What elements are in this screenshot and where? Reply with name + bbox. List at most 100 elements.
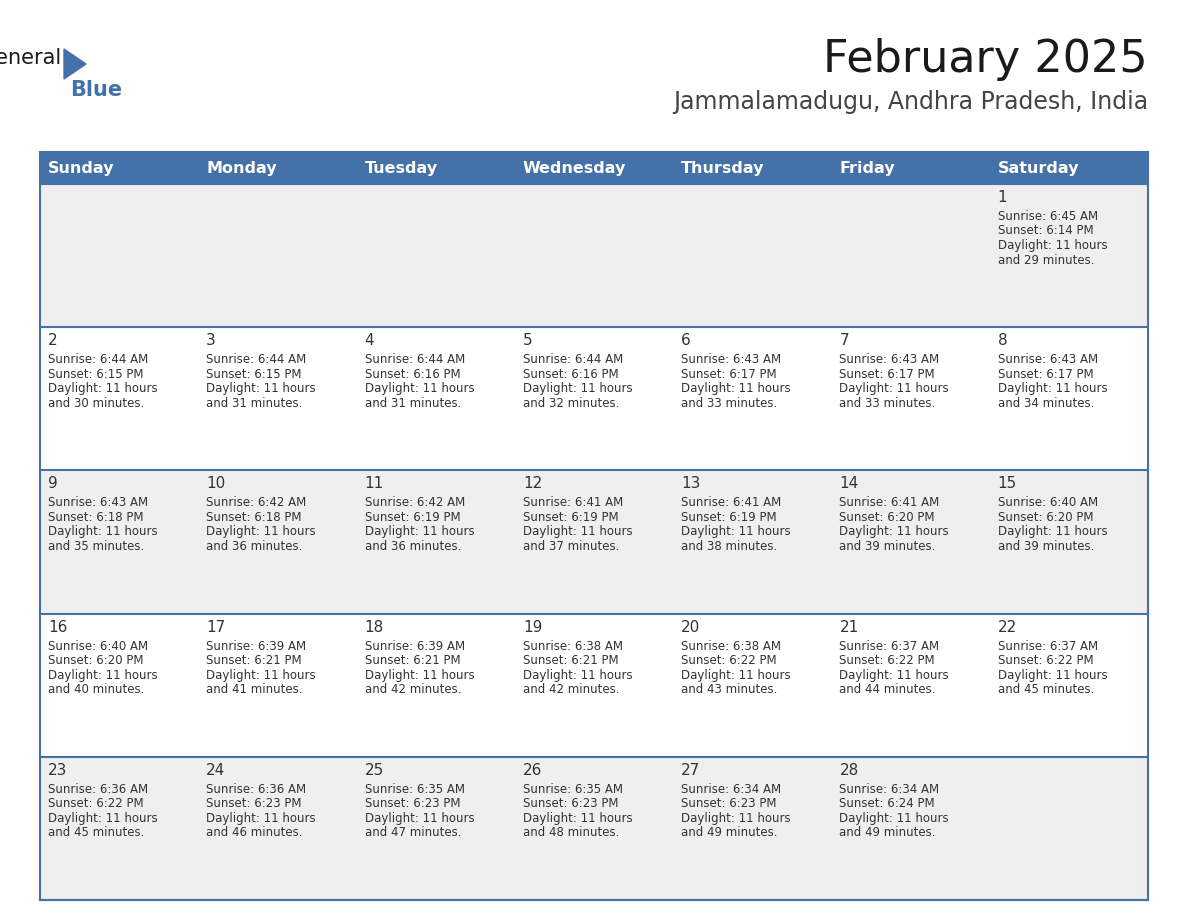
Bar bbox=[198, 152, 356, 184]
Bar bbox=[674, 613, 832, 756]
Bar bbox=[514, 756, 674, 900]
Text: Daylight: 11 hours: Daylight: 11 hours bbox=[681, 812, 791, 824]
Bar bbox=[40, 756, 198, 900]
Bar bbox=[198, 184, 356, 327]
Text: Sunset: 6:17 PM: Sunset: 6:17 PM bbox=[840, 368, 935, 381]
Text: Daylight: 11 hours: Daylight: 11 hours bbox=[840, 525, 949, 538]
Bar bbox=[674, 152, 832, 184]
Text: and 33 minutes.: and 33 minutes. bbox=[681, 397, 777, 409]
Text: Daylight: 11 hours: Daylight: 11 hours bbox=[840, 382, 949, 396]
Text: Daylight: 11 hours: Daylight: 11 hours bbox=[998, 668, 1107, 681]
Text: 26: 26 bbox=[523, 763, 542, 778]
Text: 8: 8 bbox=[998, 333, 1007, 348]
Text: Daylight: 11 hours: Daylight: 11 hours bbox=[998, 239, 1107, 252]
Bar bbox=[356, 184, 514, 327]
Text: Sunrise: 6:44 AM: Sunrise: 6:44 AM bbox=[207, 353, 307, 366]
Text: 25: 25 bbox=[365, 763, 384, 778]
Text: and 30 minutes.: and 30 minutes. bbox=[48, 397, 144, 409]
Text: Sunset: 6:16 PM: Sunset: 6:16 PM bbox=[523, 368, 619, 381]
Text: Sunset: 6:15 PM: Sunset: 6:15 PM bbox=[48, 368, 144, 381]
Bar bbox=[514, 184, 674, 327]
Text: 23: 23 bbox=[48, 763, 68, 778]
Text: Sunrise: 6:36 AM: Sunrise: 6:36 AM bbox=[207, 783, 307, 796]
Text: Jammalamadugu, Andhra Pradesh, India: Jammalamadugu, Andhra Pradesh, India bbox=[672, 90, 1148, 114]
Bar bbox=[832, 756, 990, 900]
Text: Sunset: 6:22 PM: Sunset: 6:22 PM bbox=[48, 798, 144, 811]
Text: Daylight: 11 hours: Daylight: 11 hours bbox=[365, 812, 474, 824]
Text: and 34 minutes.: and 34 minutes. bbox=[998, 397, 1094, 409]
Text: Daylight: 11 hours: Daylight: 11 hours bbox=[48, 382, 158, 396]
Text: Daylight: 11 hours: Daylight: 11 hours bbox=[365, 382, 474, 396]
Text: Sunset: 6:21 PM: Sunset: 6:21 PM bbox=[365, 655, 460, 667]
Bar bbox=[990, 152, 1148, 184]
Text: Sunset: 6:16 PM: Sunset: 6:16 PM bbox=[365, 368, 460, 381]
Text: Daylight: 11 hours: Daylight: 11 hours bbox=[523, 812, 632, 824]
Text: Sunrise: 6:39 AM: Sunrise: 6:39 AM bbox=[365, 640, 465, 653]
Text: Sunset: 6:23 PM: Sunset: 6:23 PM bbox=[207, 798, 302, 811]
Text: Sunset: 6:23 PM: Sunset: 6:23 PM bbox=[365, 798, 460, 811]
Text: 1: 1 bbox=[998, 190, 1007, 205]
Text: 6: 6 bbox=[681, 333, 691, 348]
Text: Daylight: 11 hours: Daylight: 11 hours bbox=[523, 668, 632, 681]
Text: Sunrise: 6:44 AM: Sunrise: 6:44 AM bbox=[523, 353, 624, 366]
Text: 28: 28 bbox=[840, 763, 859, 778]
Text: Sunrise: 6:37 AM: Sunrise: 6:37 AM bbox=[998, 640, 1098, 653]
Text: 18: 18 bbox=[365, 620, 384, 634]
Bar bbox=[40, 184, 198, 327]
Text: Sunrise: 6:43 AM: Sunrise: 6:43 AM bbox=[48, 497, 148, 509]
Text: Daylight: 11 hours: Daylight: 11 hours bbox=[48, 525, 158, 538]
Text: Sunrise: 6:35 AM: Sunrise: 6:35 AM bbox=[365, 783, 465, 796]
Text: Daylight: 11 hours: Daylight: 11 hours bbox=[840, 668, 949, 681]
Text: 20: 20 bbox=[681, 620, 701, 634]
Text: Sunset: 6:22 PM: Sunset: 6:22 PM bbox=[840, 655, 935, 667]
Text: Sunset: 6:19 PM: Sunset: 6:19 PM bbox=[523, 511, 619, 524]
Text: 4: 4 bbox=[365, 333, 374, 348]
Bar bbox=[356, 327, 514, 470]
Text: Sunset: 6:18 PM: Sunset: 6:18 PM bbox=[207, 511, 302, 524]
Bar bbox=[514, 470, 674, 613]
Bar bbox=[198, 756, 356, 900]
Bar bbox=[356, 613, 514, 756]
Bar bbox=[990, 470, 1148, 613]
Text: Daylight: 11 hours: Daylight: 11 hours bbox=[998, 525, 1107, 538]
Text: Sunrise: 6:36 AM: Sunrise: 6:36 AM bbox=[48, 783, 148, 796]
Text: Daylight: 11 hours: Daylight: 11 hours bbox=[681, 668, 791, 681]
Bar bbox=[356, 756, 514, 900]
Text: Sunset: 6:19 PM: Sunset: 6:19 PM bbox=[365, 511, 460, 524]
Bar bbox=[198, 613, 356, 756]
Text: Sunset: 6:20 PM: Sunset: 6:20 PM bbox=[48, 655, 144, 667]
Text: 3: 3 bbox=[207, 333, 216, 348]
Text: and 41 minutes.: and 41 minutes. bbox=[207, 683, 303, 696]
Text: Daylight: 11 hours: Daylight: 11 hours bbox=[207, 668, 316, 681]
Text: Sunset: 6:18 PM: Sunset: 6:18 PM bbox=[48, 511, 144, 524]
Text: 22: 22 bbox=[998, 620, 1017, 634]
Text: Daylight: 11 hours: Daylight: 11 hours bbox=[48, 668, 158, 681]
Text: Daylight: 11 hours: Daylight: 11 hours bbox=[365, 525, 474, 538]
Text: 27: 27 bbox=[681, 763, 701, 778]
Text: 7: 7 bbox=[840, 333, 849, 348]
Text: 10: 10 bbox=[207, 476, 226, 491]
Text: and 31 minutes.: and 31 minutes. bbox=[365, 397, 461, 409]
Bar bbox=[40, 613, 198, 756]
Text: and 37 minutes.: and 37 minutes. bbox=[523, 540, 619, 553]
Text: Daylight: 11 hours: Daylight: 11 hours bbox=[523, 382, 632, 396]
Text: Daylight: 11 hours: Daylight: 11 hours bbox=[207, 812, 316, 824]
Text: 13: 13 bbox=[681, 476, 701, 491]
Text: Daylight: 11 hours: Daylight: 11 hours bbox=[681, 382, 791, 396]
Text: Sunrise: 6:38 AM: Sunrise: 6:38 AM bbox=[681, 640, 782, 653]
Text: Daylight: 11 hours: Daylight: 11 hours bbox=[207, 525, 316, 538]
Bar bbox=[674, 184, 832, 327]
Text: Sunset: 6:24 PM: Sunset: 6:24 PM bbox=[840, 798, 935, 811]
Text: 21: 21 bbox=[840, 620, 859, 634]
Text: Thursday: Thursday bbox=[681, 161, 765, 175]
Bar bbox=[514, 152, 674, 184]
Bar bbox=[990, 613, 1148, 756]
Text: and 44 minutes.: and 44 minutes. bbox=[840, 683, 936, 696]
Text: Sunrise: 6:44 AM: Sunrise: 6:44 AM bbox=[365, 353, 465, 366]
Bar bbox=[832, 184, 990, 327]
Text: 15: 15 bbox=[998, 476, 1017, 491]
Text: Sunset: 6:23 PM: Sunset: 6:23 PM bbox=[681, 798, 777, 811]
Text: and 40 minutes.: and 40 minutes. bbox=[48, 683, 145, 696]
Text: 12: 12 bbox=[523, 476, 542, 491]
Text: Sunset: 6:22 PM: Sunset: 6:22 PM bbox=[681, 655, 777, 667]
